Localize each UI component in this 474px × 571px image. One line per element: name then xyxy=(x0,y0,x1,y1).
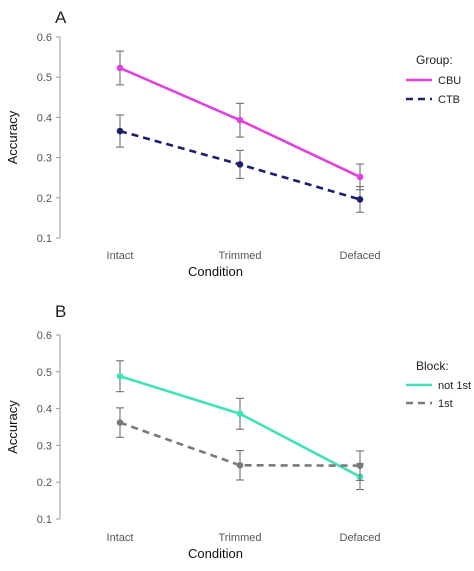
panel-b-series-1st-line xyxy=(119,421,361,467)
panel-a-x-tick-label: Intact xyxy=(107,250,134,262)
panel-a-y-tick-label: 0.5 xyxy=(37,72,52,84)
panel-b-series-1st-point xyxy=(236,461,244,469)
panel-a-legend-label: CTB xyxy=(438,94,460,106)
panel-a-x-axis-title: Condition xyxy=(188,264,243,279)
panel-b-y-tick-label: 0.3 xyxy=(37,440,52,452)
panel-b-y-tick-label: 0.6 xyxy=(37,330,52,342)
panel-b-series-not-1st-point xyxy=(236,410,244,418)
panel-a-series-ctb-point xyxy=(116,127,124,135)
panel-b-x-tick-label: Trimmed xyxy=(219,532,262,544)
panel-a-series-ctb-point xyxy=(236,161,244,168)
panel-a-x-tick-label: Defaced xyxy=(340,250,381,262)
panel-a-series-cbu-point xyxy=(116,64,124,72)
panel-a-series-cbu-point xyxy=(356,173,364,181)
panel-b-x-axis-title: Condition xyxy=(188,546,243,561)
panel-b-legend-label: 1st xyxy=(438,398,453,410)
panel-b-series-1st-point xyxy=(356,462,364,469)
panel-a-y-axis-title: Accuracy xyxy=(5,110,20,164)
panel-b-letter: B xyxy=(55,302,66,321)
panel-b-series-1st-point xyxy=(116,419,124,426)
panel-b-x-tick-label: Intact xyxy=(107,532,134,544)
panel-b-series-not-1st-point xyxy=(116,372,124,380)
panel-a-letter: A xyxy=(55,8,67,27)
panel-a-legend-label: CBU xyxy=(438,75,461,87)
panel-b-y-tick-label: 0.1 xyxy=(37,514,52,526)
panel-a-y-tick-label: 0.4 xyxy=(37,112,52,124)
panel-a-series-ctb-point xyxy=(356,196,364,203)
panel-b-legend-title: Block: xyxy=(416,359,449,373)
panel-b-y-axis-title: Accuracy xyxy=(5,400,20,454)
panel-a-x-tick-label: Trimmed xyxy=(219,250,262,262)
panel-b-y-tick-label: 0.4 xyxy=(37,404,52,416)
panel-b-legend-label: not 1st xyxy=(438,380,471,392)
panel-a-y-tick-label: 0.3 xyxy=(37,153,52,165)
panel-b-y-tick-label: 0.2 xyxy=(37,477,52,489)
panel-a-y-tick-label: 0.1 xyxy=(37,233,52,245)
panel-a-y-tick-label: 0.6 xyxy=(37,32,52,44)
panel-a-legend-title: Group: xyxy=(416,53,453,67)
panel-a-series-cbu-point xyxy=(236,116,244,124)
panel-a-y-tick-label: 0.2 xyxy=(37,193,52,205)
panel-b-x-tick-label: Defaced xyxy=(340,532,381,544)
panel-b-y-tick-label: 0.5 xyxy=(37,367,52,379)
